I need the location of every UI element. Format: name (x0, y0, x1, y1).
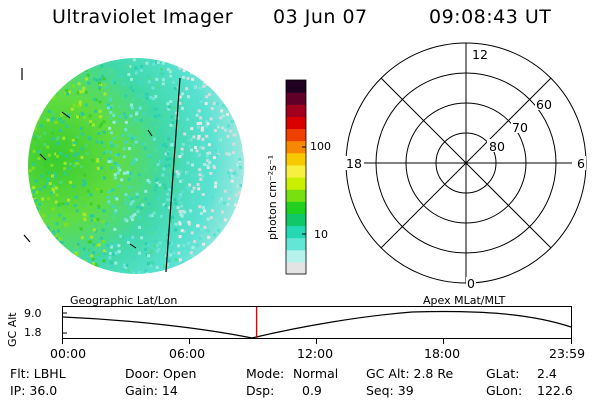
image-time: 09:08:43 UT (429, 6, 552, 28)
gc-alt-status: GC Alt: 2.8 Re (366, 366, 454, 381)
gc-alt-curve (62, 310, 572, 339)
colorbar-segment (286, 177, 306, 190)
tick-mark (129, 243, 137, 249)
colorbar (285, 79, 307, 275)
time-tick-1200: 12:00 (297, 346, 334, 361)
glat-value: 2.4 (537, 366, 557, 381)
time-tick-1800: 18:00 (424, 346, 461, 361)
glon-label: GLon: (486, 383, 523, 398)
colorbar-segment (286, 201, 306, 214)
uv-image-panel (21, 58, 244, 274)
time-tick-0000: 00:00 (50, 346, 87, 361)
tick-mark (39, 153, 47, 161)
colorbar-segment (286, 140, 306, 154)
colorbar-segment (286, 92, 306, 105)
colorbar-segment (286, 104, 306, 117)
colorbar-segment (286, 152, 306, 166)
geographic-title: Geographic Lat/Lon (70, 294, 178, 307)
glat-label: GLat: (486, 366, 520, 381)
apex-title: Apex MLat/MLT (423, 294, 506, 307)
colorbar-segment (286, 249, 306, 263)
mlat-label-80: 80 (489, 139, 505, 154)
colorbar-segment (286, 237, 306, 251)
seq-status: Seq: 39 (366, 383, 414, 398)
colorbar-segment (286, 164, 306, 178)
mlat-label-70: 70 (512, 120, 528, 135)
dsp-value: 0.9 (302, 383, 322, 398)
mode-value: Normal (293, 366, 339, 381)
mlat-label-60: 60 (536, 97, 552, 112)
door-status: Door: Open (125, 366, 197, 381)
instrument-title: Ultraviolet Imager (52, 6, 234, 28)
timeline-ytick-min: 1.8 (24, 326, 42, 339)
mlt-label-6: 6 (577, 156, 585, 171)
colorbar-segment (286, 80, 306, 93)
colorbar-tick-10: 10 (314, 228, 328, 241)
image-date: 03 Jun 07 (273, 6, 368, 28)
colorbar-segment (286, 225, 306, 239)
mlt-label-12: 12 (472, 47, 488, 62)
time-tick-2359: 23:59 (549, 346, 586, 361)
timeline-plot (62, 306, 572, 344)
colorbar-segment (286, 189, 306, 202)
dsp-label: Dsp: (246, 383, 275, 398)
filter-status: Flt: LBHL (10, 366, 66, 381)
colorbar-segment (286, 261, 306, 275)
colorbar-segment (286, 116, 306, 130)
glon-value: 122.6 (537, 383, 573, 398)
tick-mark (147, 129, 153, 137)
tick-mark (61, 111, 71, 119)
terminator-line (165, 77, 181, 273)
uv-disk-image (28, 58, 244, 274)
gain-status: Gain: 14 (125, 383, 178, 398)
timeline-ytick-max: 9.0 (24, 307, 42, 320)
colorbar-segment (286, 213, 306, 227)
tick-mark (23, 234, 31, 243)
mode-label: Mode: (246, 366, 285, 381)
timeline-y-label: GC Alt (6, 312, 19, 347)
colorbar-segment (286, 128, 306, 142)
mlt-label-18: 18 (346, 156, 362, 171)
time-tick-0600: 06:00 (169, 346, 206, 361)
ip-status: IP: 36.0 (10, 383, 58, 398)
polar-grid (344, 42, 587, 290)
colorbar-tick-100: 100 (310, 140, 331, 153)
mlt-label-0: 0 (467, 276, 475, 291)
colorbar-unit-label: photon cm⁻²s⁻¹ (266, 154, 279, 240)
